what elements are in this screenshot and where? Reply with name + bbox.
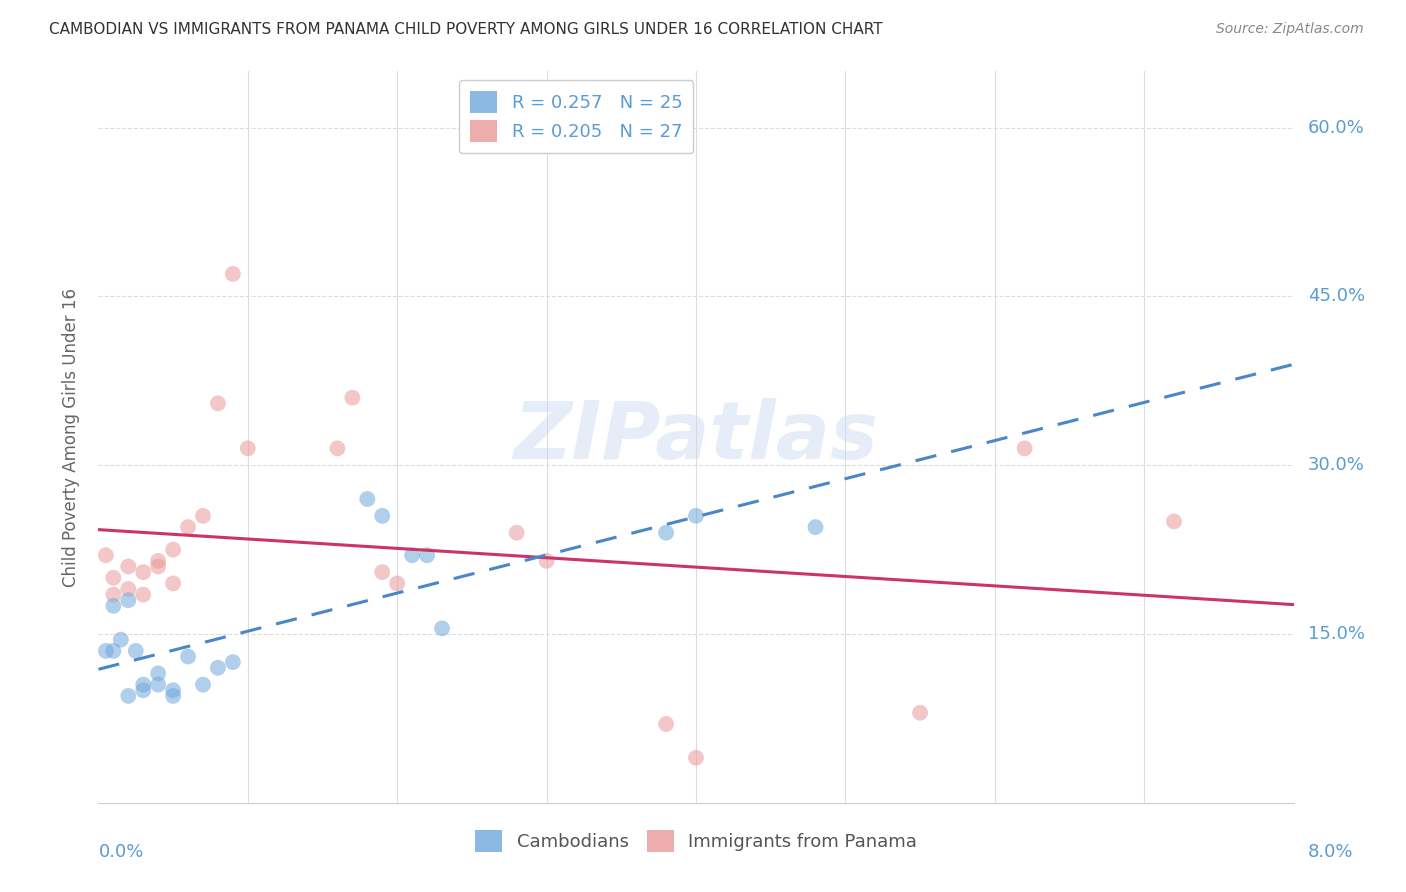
Point	[1014, 442, 1036, 456]
Text: 8.0%: 8.0%	[1308, 843, 1354, 861]
Point	[148, 559, 170, 574]
Point	[162, 689, 184, 703]
Point	[132, 588, 155, 602]
Point	[685, 751, 707, 765]
Point	[1163, 515, 1185, 529]
Text: Source: ZipAtlas.com: Source: ZipAtlas.com	[1216, 22, 1364, 37]
Text: 60.0%: 60.0%	[1308, 119, 1365, 136]
Point	[117, 593, 139, 607]
Point	[94, 644, 117, 658]
Point	[342, 391, 364, 405]
Point	[117, 689, 139, 703]
Point	[536, 554, 558, 568]
Point	[177, 520, 200, 534]
Point	[162, 683, 184, 698]
Point	[236, 442, 259, 456]
Point	[655, 525, 678, 540]
Point	[371, 508, 394, 523]
Point	[191, 508, 214, 523]
Point	[207, 661, 229, 675]
Point	[401, 548, 423, 562]
Point	[117, 559, 139, 574]
Point	[125, 644, 148, 658]
Point	[685, 508, 707, 523]
Point	[94, 548, 117, 562]
Point	[132, 683, 155, 698]
Point	[110, 632, 132, 647]
Point	[908, 706, 931, 720]
Point	[177, 649, 200, 664]
Text: 0.0%: 0.0%	[98, 843, 143, 861]
Point	[222, 655, 245, 669]
Text: ZIPatlas: ZIPatlas	[513, 398, 879, 476]
Legend: Cambodians, Immigrants from Panama: Cambodians, Immigrants from Panama	[468, 823, 924, 860]
Text: CAMBODIAN VS IMMIGRANTS FROM PANAMA CHILD POVERTY AMONG GIRLS UNDER 16 CORRELATI: CAMBODIAN VS IMMIGRANTS FROM PANAMA CHIL…	[49, 22, 883, 37]
Text: 15.0%: 15.0%	[1308, 625, 1365, 643]
Point	[148, 666, 170, 681]
Point	[162, 542, 184, 557]
Point	[506, 525, 529, 540]
Point	[103, 571, 125, 585]
Point	[132, 678, 155, 692]
Text: 45.0%: 45.0%	[1308, 287, 1365, 305]
Point	[132, 565, 155, 579]
Point	[148, 678, 170, 692]
Point	[356, 491, 378, 506]
Point	[117, 582, 139, 596]
Point	[103, 588, 125, 602]
Point	[191, 678, 214, 692]
Point	[103, 599, 125, 613]
Point	[148, 554, 170, 568]
Point	[222, 267, 245, 281]
Point	[103, 644, 125, 658]
Text: 30.0%: 30.0%	[1308, 456, 1365, 475]
Point	[416, 548, 439, 562]
Point	[162, 576, 184, 591]
Point	[326, 442, 349, 456]
Point	[371, 565, 394, 579]
Point	[430, 621, 453, 635]
Point	[207, 396, 229, 410]
Y-axis label: Child Poverty Among Girls Under 16: Child Poverty Among Girls Under 16	[62, 287, 80, 587]
Point	[655, 717, 678, 731]
Point	[385, 576, 409, 591]
Point	[804, 520, 827, 534]
